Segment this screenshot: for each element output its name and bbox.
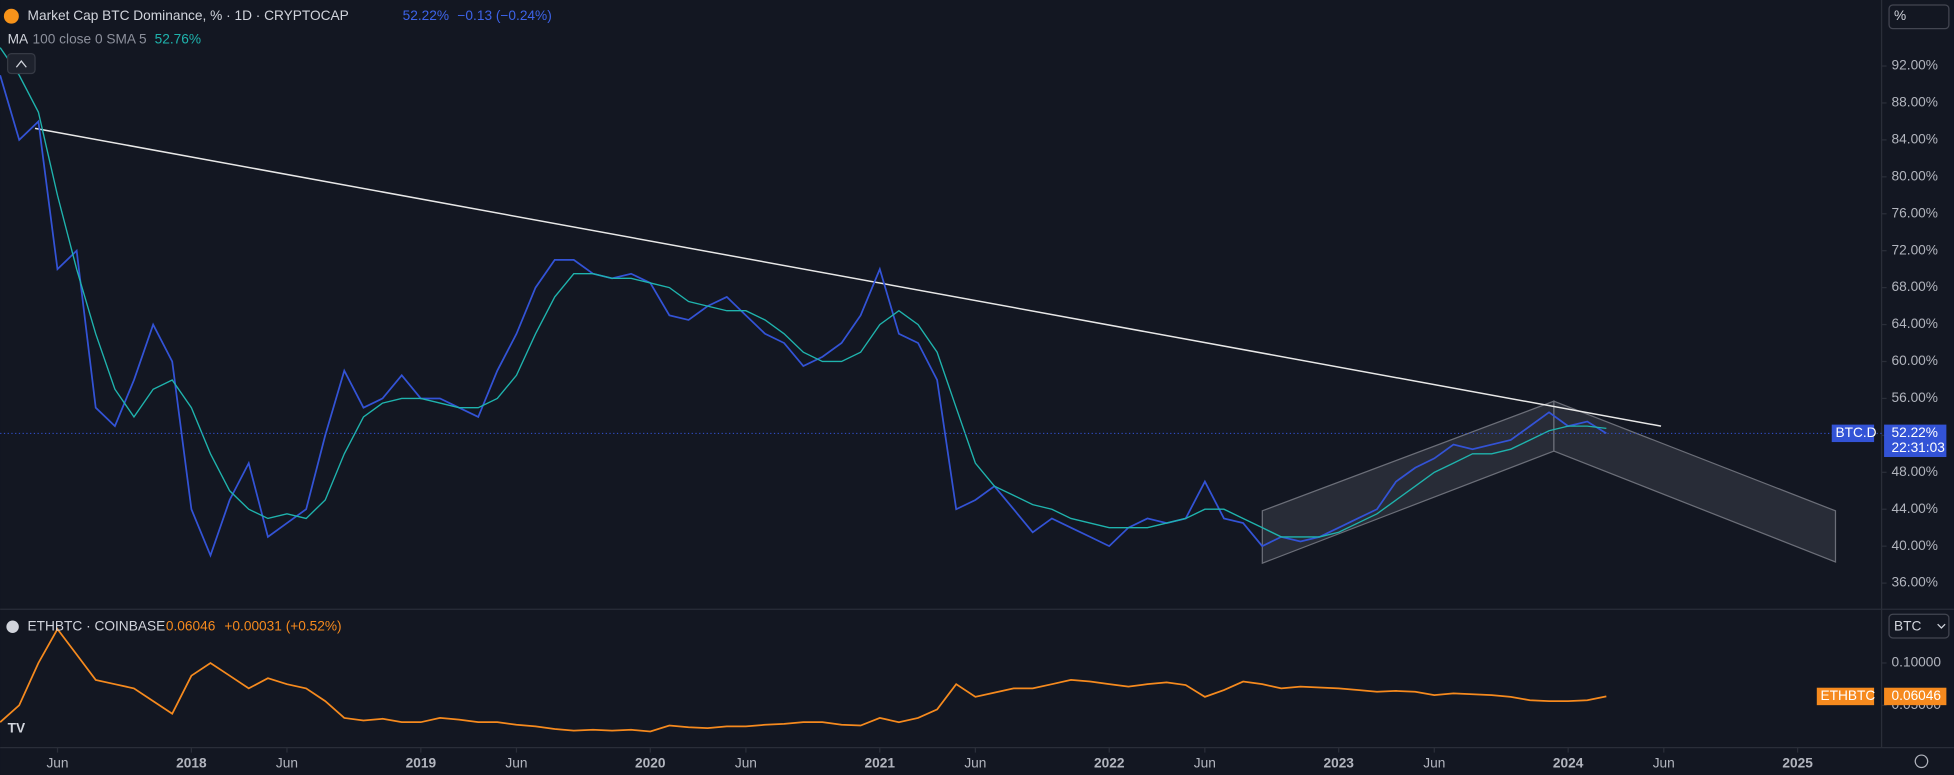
x-tick-label: Jun [1423,755,1445,770]
x-tick-label: 2022 [1094,755,1125,770]
y-tick-label: 56.00% [1892,390,1938,405]
channel-down [1553,400,1837,563]
price-tag-name: ETHBTC [1821,688,1876,703]
chart-title: Market Cap BTC Dominance, % · 1D · CRYPT… [28,8,349,23]
last-value: 52.22% [403,8,449,23]
pane2-change: +0.00031 (+0.52%) [224,618,341,633]
x-tick-label: 2023 [1323,755,1354,770]
unit-label: % [1894,8,1906,23]
x-tick-label: 2018 [176,755,207,770]
y-tick-label: 60.00% [1892,353,1938,368]
price-tag-name-bg [1816,687,1875,706]
btc-icon [3,8,19,24]
y-tick-label: 44.00% [1892,501,1938,516]
dropdown-icon [1937,623,1946,629]
y-tick-label: 0.10000 [1892,655,1942,670]
x-tick-label: Jun [505,755,527,770]
indicator-params: 100 close 0 SMA 5 [33,31,148,46]
price-tag-bg [1884,424,1947,458]
series-line [0,75,1607,558]
y-tick-label: 88.00% [1892,95,1938,110]
x-tick-label: Jun [1653,755,1675,770]
x-tick-label: Jun [46,755,68,770]
x-tick-label: Jun [1194,755,1216,770]
series-line [0,47,1607,538]
y-tick-label: 68.00% [1892,279,1938,294]
pane2-last-value: 0.06046 [166,618,216,633]
y-tick-label: 92.00% [1892,58,1938,73]
x-tick-label: Jun [276,755,298,770]
y-tick-label: 48.00% [1892,464,1938,479]
settings-icon[interactable] [1914,754,1929,769]
x-tick-label: 2020 [635,755,666,770]
y-tick-label: 80.00% [1892,168,1938,183]
x-tick-label: 2021 [865,755,896,770]
indicator-value: 52.76% [155,31,201,46]
pane2-title: ETHBTC · COINBASE [28,618,166,633]
currency-label: BTC [1894,618,1921,633]
y-tick-label: 40.00% [1892,538,1938,553]
change: −0.13 (−0.24%) [457,8,551,23]
trend-line [34,127,1662,427]
collapse-icon [15,60,27,68]
x-tick-label: 2024 [1553,755,1584,770]
y-tick-label: 84.00% [1892,132,1938,147]
price-tag-value: 0.06046 [1892,688,1942,703]
y-tick-label: 64.00% [1892,316,1938,331]
price-tag-name-bg [1831,424,1875,443]
x-tick-label: 2025 [1782,755,1813,770]
x-tick-label: Jun [735,755,757,770]
price-tag-name: BTC.D [1835,425,1876,440]
logo: TV [8,721,26,736]
y-tick-label: 72.00% [1892,242,1938,257]
eth-icon [6,620,19,633]
currency-button[interactable] [1888,613,1950,639]
price-tag-bg [1884,687,1947,706]
series-line [0,627,1607,733]
x-tick-label: Jun [964,755,986,770]
unit-button[interactable] [1888,4,1950,30]
price-tag-value: 52.22% [1892,425,1938,440]
indicator-name: MA [8,31,29,46]
y-tick-label: 36.00% [1892,575,1938,590]
x-tick-label: 2019 [406,755,437,770]
y-tick-label: 76.00% [1892,205,1938,220]
price-tag-countdown: 22:31:03 [1892,440,1946,455]
collapse-button[interactable] [7,52,36,75]
